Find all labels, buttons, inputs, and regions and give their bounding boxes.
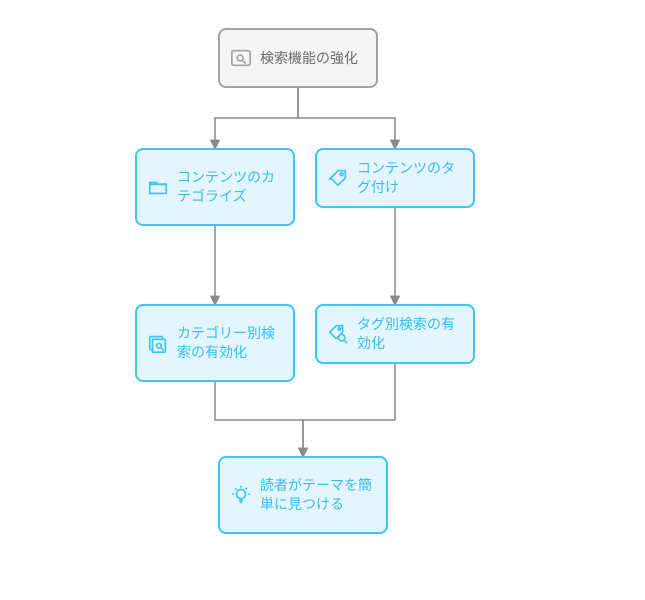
lightbulb-icon	[230, 484, 252, 506]
folder-search-icon	[147, 332, 169, 354]
node-label: コンテンツのカテゴライズ	[177, 168, 283, 206]
edge-catSrch-result	[215, 382, 303, 456]
edge-root-catg	[215, 88, 298, 148]
node-result: 読者がテーマを簡単に見つける	[218, 456, 388, 534]
node-categorize: コンテンツのカテゴライズ	[135, 148, 295, 226]
edge-tagSrch-result	[303, 364, 395, 456]
node-tag: コンテンツのタグ付け	[315, 148, 475, 208]
edge-root-tag	[298, 88, 395, 148]
diagram-canvas: 検索機能の強化 コンテンツのカテゴライズ コンテンツのタグ付け	[0, 0, 645, 600]
node-label: カテゴリー別検索の有効化	[177, 324, 283, 362]
search-icon	[230, 47, 252, 69]
folder-icon	[147, 176, 169, 198]
tag-icon	[327, 167, 349, 189]
tag-search-icon	[327, 323, 349, 345]
node-label: 読者がテーマを簡単に見つける	[260, 476, 376, 514]
node-label: 検索機能の強化	[260, 49, 358, 68]
node-label: コンテンツのタグ付け	[357, 159, 463, 197]
node-category-search: カテゴリー別検索の有効化	[135, 304, 295, 382]
node-label: タグ別検索の有効化	[357, 315, 463, 353]
node-tag-search: タグ別検索の有効化	[315, 304, 475, 364]
node-root: 検索機能の強化	[218, 28, 378, 88]
